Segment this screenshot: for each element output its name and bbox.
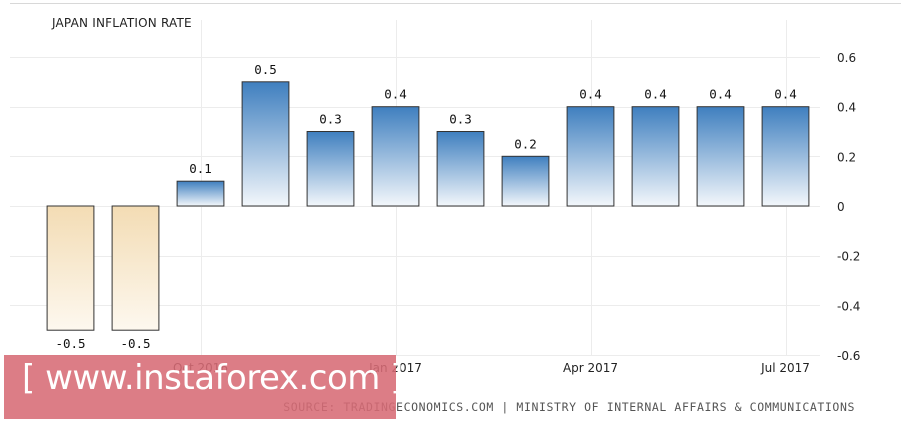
bar: [176, 180, 225, 207]
data-label: 0.4: [579, 87, 602, 102]
bars: [46, 81, 810, 331]
data-label: 0.4: [709, 87, 732, 102]
bar: [436, 131, 485, 207]
bar: [46, 205, 95, 331]
bar: [501, 155, 550, 207]
data-label: -0.5: [55, 336, 85, 351]
y-axis: 0.6 0.4 0.2 0 -0.2 -0.4 -0.6: [837, 51, 860, 363]
data-label: 0.4: [644, 87, 667, 102]
data-label: 0.4: [384, 87, 407, 102]
data-label: 0.5: [254, 62, 277, 77]
bar: [761, 106, 810, 207]
bar: [241, 81, 290, 207]
y-tick-label: -0.6: [837, 349, 860, 363]
data-label: 0.2: [514, 136, 537, 151]
x-tick-label: Apr 2017: [563, 361, 618, 375]
data-labels: -0.5 -0.5 0.1 0.5 0.3 0.4 0.3 0.2 0.4 0.4 0.4 0.4: [55, 62, 796, 351]
watermark-logo: [ www.instaforex.com ]: [22, 358, 404, 398]
bar: [371, 106, 420, 207]
data-label: 0.3: [449, 112, 472, 127]
data-label: 0.1: [189, 161, 212, 176]
y-tick-label: 0.2: [837, 150, 856, 164]
data-label: -0.5: [120, 336, 150, 351]
bar: [631, 106, 680, 207]
bar: [566, 106, 615, 207]
bar: [306, 131, 355, 207]
data-label: 0.3: [319, 112, 342, 127]
x-tick-label: Jul 2017: [760, 361, 810, 375]
chart-title: JAPAN INFLATION RATE: [52, 16, 192, 30]
data-label: 0.4: [774, 87, 797, 102]
y-tick-label: 0: [837, 200, 845, 214]
top-divider: [10, 3, 901, 4]
watermark-banner: [4, 355, 396, 419]
y-tick-label: -0.4: [837, 299, 860, 313]
y-tick-label: 0.4: [837, 101, 856, 115]
y-tick-label: 0.6: [837, 51, 856, 65]
bar: [111, 205, 160, 331]
y-tick-label: -0.2: [837, 250, 860, 264]
source-note: SOURCE: TRADINGECONOMICS.COM | MINISTRY …: [283, 400, 855, 414]
bar: [696, 106, 745, 207]
